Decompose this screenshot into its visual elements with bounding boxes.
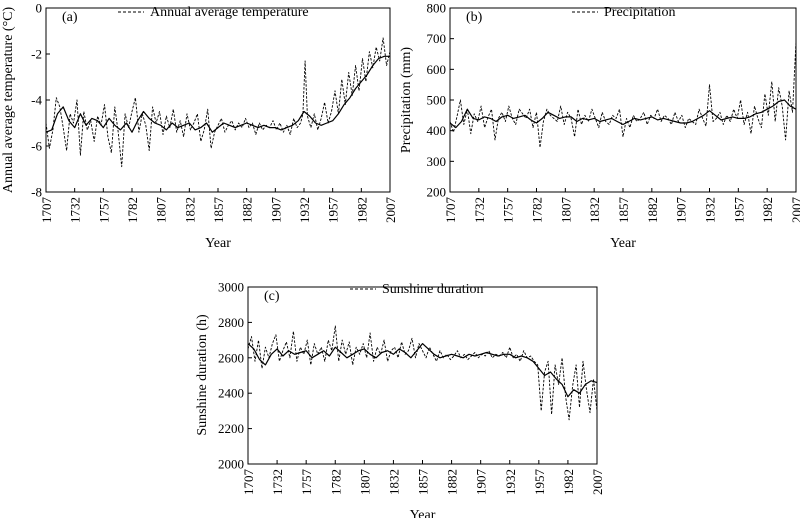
x-tick-label: 1732: [68, 197, 83, 223]
x-tick-label: 1707: [39, 197, 54, 224]
y-tick-label: 500: [427, 93, 447, 108]
series-line-smoothed-precipitation: [449, 99, 797, 129]
plot-frame-precipitation: [449, 7, 797, 193]
x-tick-label: 1957: [326, 197, 341, 224]
y-tick-label: 3000: [218, 280, 244, 295]
y-tick-label: 0: [36, 1, 43, 16]
y-tick-label: -6: [31, 139, 42, 154]
legend-label: Precipitation: [604, 5, 676, 20]
x-tick-label: 1757: [96, 197, 111, 224]
plot-frame-temperature: [45, 7, 391, 193]
y-axis-label: Sunshine duration (h): [195, 314, 210, 436]
y-tick-label: 300: [427, 154, 447, 169]
y-tick-label: 700: [427, 31, 447, 46]
x-axis-label: Year: [410, 508, 436, 518]
series-line-smoothed-sunshine: [247, 343, 598, 398]
x-tick-label: 1782: [530, 197, 545, 223]
x-tick-label: 1707: [443, 197, 458, 224]
y-tick-label: 400: [427, 123, 447, 138]
x-tick-label: 1757: [501, 197, 516, 224]
x-tick-label: 1732: [472, 197, 487, 223]
x-tick-label: 1857: [211, 197, 226, 224]
x-tick-label: 1807: [558, 197, 573, 224]
x-tick-label: 1707: [241, 469, 256, 496]
x-tick-label: 1932: [503, 469, 518, 495]
x-tick-label: 1782: [328, 469, 343, 495]
x-tick-label: 1832: [182, 197, 197, 223]
x-tick-label: 1957: [731, 197, 746, 224]
x-tick-label: 1932: [703, 197, 718, 223]
y-tick-label: 2600: [218, 350, 244, 365]
legend-label: Annual average temperature: [150, 5, 309, 20]
x-tick-label: 2007: [383, 197, 398, 224]
y-tick-label: 2800: [218, 315, 244, 330]
y-tick-label: -4: [31, 93, 42, 108]
x-tick-label: 1982: [354, 197, 369, 223]
series-line-dashed-temperature: [45, 37, 391, 168]
x-tick-label: 1857: [616, 197, 631, 224]
x-tick-label: 1832: [386, 469, 401, 495]
x-tick-label: 1782: [125, 197, 140, 223]
legend-label: Sunshine duration: [382, 282, 484, 297]
panel-a-temperature-chart: -8 -6 -4 -2 0 1707 1732 1757 1782 1807 1832 1857 188…: [1, 1, 398, 252]
y-tick-label: 2000: [218, 457, 244, 472]
series-line-dashed-sunshine: [247, 325, 598, 421]
x-tick-label: 1757: [299, 469, 314, 496]
y-axis-label: Precipitation (mm): [399, 47, 414, 153]
x-tick-label: 1807: [154, 197, 169, 224]
y-tick-label: 2400: [218, 386, 244, 401]
x-tick-label: 1907: [474, 469, 489, 496]
x-tick-label: 1832: [587, 197, 602, 223]
panel-label: (b): [466, 10, 483, 25]
y-tick-label: 600: [427, 62, 447, 77]
series-line-smoothed-temperature: [45, 55, 390, 133]
x-axis-label: Year: [205, 236, 231, 251]
x-tick-label: 2007: [789, 197, 800, 224]
panel-b-precipitation-chart: 200 300 400 500 600 700 800 1707 1732 1757 1782 180…: [399, 1, 800, 252]
panel-c-sunshine-chart: 2000 2200 2400 2600 2800 3000 1707 1732 1757 1782…: [195, 280, 605, 518]
x-tick-label: 2007: [590, 469, 605, 496]
y-axis-label: Annual average temperature (°C): [1, 6, 16, 193]
y-tick-label: -2: [31, 47, 42, 62]
y-tick-label: 2200: [218, 421, 244, 436]
series-line-dashed-precipitation: [449, 41, 797, 148]
x-tick-label: 1982: [760, 197, 775, 223]
x-tick-label: 1882: [445, 469, 460, 495]
panel-label: (a): [62, 10, 78, 25]
x-tick-label: 1957: [532, 469, 547, 496]
y-tick-label: -8: [31, 185, 42, 200]
x-tick-label: 1907: [674, 197, 689, 224]
x-tick-label: 1932: [297, 197, 312, 223]
y-tick-label: 800: [427, 1, 447, 16]
x-tick-label: 1907: [268, 197, 283, 224]
x-tick-label: 1807: [357, 469, 372, 496]
x-tick-label: 1882: [645, 197, 660, 223]
panel-label: (c): [264, 289, 280, 304]
x-tick-label: 1732: [270, 469, 285, 495]
y-tick-label: 200: [427, 185, 447, 200]
x-tick-label: 1982: [561, 469, 576, 495]
x-axis-label: Year: [610, 236, 636, 251]
x-tick-label: 1882: [240, 197, 255, 223]
x-tick-label: 1857: [416, 469, 431, 496]
